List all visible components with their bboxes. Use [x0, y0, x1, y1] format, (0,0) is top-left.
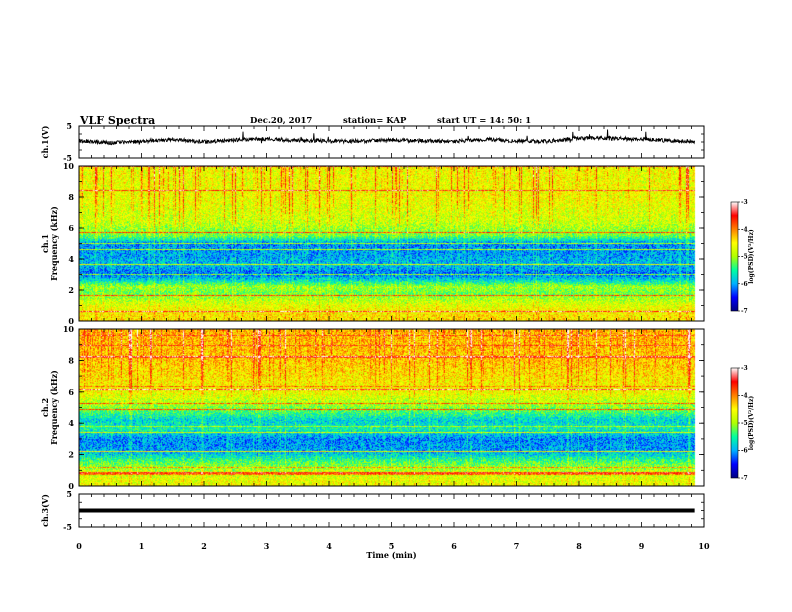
time-tick-label: 3	[264, 541, 270, 551]
ch2-spectrogram-ytick-label: 6	[68, 387, 74, 397]
ch1-colorbar-tick-label: -3	[741, 199, 748, 206]
ch1-waveform-ytick-label: 5	[66, 121, 72, 131]
ch3-waveform-ytick-label: -5	[63, 522, 72, 532]
time-tick-label: 8	[576, 541, 582, 551]
ch1-spectrogram-ytick-label: 6	[68, 223, 74, 233]
time-axis-label: Time (min)	[366, 550, 416, 560]
ch1-colorbar-tick-label: -7	[741, 308, 748, 315]
time-tick-label: 6	[451, 541, 457, 551]
time-tick-label: 1	[139, 541, 145, 551]
time-tick-label: 7	[514, 541, 520, 551]
ch2-colorbar-label: log(PSD)(V²/Hz)	[748, 396, 755, 451]
ch3-waveform-panel: 5 -5 ch.3(V)	[40, 489, 705, 532]
station-label: station= KAP	[343, 116, 407, 126]
date-label: Dec.20, 2017	[250, 116, 312, 126]
ch2-spectrogram-ytick-label: 4	[68, 418, 74, 428]
time-tick-label: 0	[76, 541, 82, 551]
ch2-colorbar-tick-label: -3	[741, 365, 748, 372]
ch2-spectrogram-heatmap	[79, 329, 704, 486]
ch1-spectrogram-ytick-label: 0	[68, 316, 74, 326]
ch2-spectrogram-ylabel: Frequency (kHz)	[49, 370, 59, 445]
ch1-waveform-trace	[78, 129, 696, 146]
ch2-spectrogram-ylabel: ch.2	[40, 398, 50, 417]
ch2-colorbar-tick-label: -4	[741, 393, 748, 400]
ch1-spectrogram-ytick-label: 8	[68, 192, 74, 202]
ch2-spectrogram-ytick-label: 8	[68, 355, 74, 365]
ch2-colorbar-tick-label: -5	[741, 420, 748, 427]
time-axis: 0 1 2 3 4 5 6 7 8 9 10 Time (min)	[76, 541, 710, 560]
time-tick-label: 5	[389, 541, 395, 551]
ch2-spectrogram-ytick-label: 2	[68, 450, 74, 460]
ch1-colorbar-tick-label: -4	[741, 226, 748, 233]
ch1-spectrogram-ytick-label: 10	[63, 161, 75, 171]
ch1-colorbar-gradient	[730, 201, 739, 312]
ch2-colorbar: -3 -4 -5 -6 -7 log(PSD)(V²/Hz)	[730, 365, 755, 482]
ch1-spectrogram-ylabel: Frequency (kHz)	[49, 206, 59, 281]
time-tick-label: 10	[698, 541, 710, 551]
ch2-spectrogram-ytick-label: 0	[68, 481, 74, 491]
start-time-label: start UT = 14: 50: 1	[437, 116, 531, 126]
ch3-waveform-ytick-label: 5	[66, 489, 72, 499]
ch1-colorbar: -3 -4 -5 -6 -7 log(PSD)(V²/Hz)	[730, 199, 755, 315]
ch1-spectrogram-ylabel: ch.1	[40, 234, 50, 253]
ch2-colorbar-gradient	[730, 367, 739, 479]
ch1-spectrogram-panel: 0 2 4 6 8 10 ch.1 Frequency (kHz)	[40, 161, 705, 326]
time-tick-label: 9	[639, 541, 645, 551]
ch1-waveform-ylabel: ch.1(V)	[40, 125, 50, 158]
ch1-waveform-ytick-label: -5	[63, 153, 72, 163]
ch1-colorbar-label: log(PSD)(V²/Hz)	[748, 229, 755, 284]
ch2-spectrogram-ytick-label: 10	[63, 324, 75, 334]
ch3-waveform-ylabel: ch.3(V)	[40, 494, 50, 527]
figure-title: VLF Spectra	[79, 114, 155, 127]
ch1-spectrogram-ytick-label: 2	[68, 285, 74, 295]
time-tick-label: 4	[326, 541, 332, 551]
ch2-colorbar-tick-label: -7	[741, 475, 748, 482]
ch1-colorbar-tick-label: -5	[741, 254, 748, 261]
ch1-colorbar-tick-label: -6	[741, 281, 748, 288]
ch1-spectrogram-ytick-label: 4	[68, 254, 74, 264]
ch2-colorbar-tick-label: -6	[741, 448, 748, 455]
time-tick-label: 2	[201, 541, 207, 551]
ch2-spectrogram-panel: 0 2 4 6 8 10 ch.2 Frequency (kHz)	[40, 324, 705, 491]
ch1-waveform-panel: 5 -5 ch.1(V)	[40, 121, 705, 163]
ch1-spectrogram-heatmap	[79, 166, 704, 321]
